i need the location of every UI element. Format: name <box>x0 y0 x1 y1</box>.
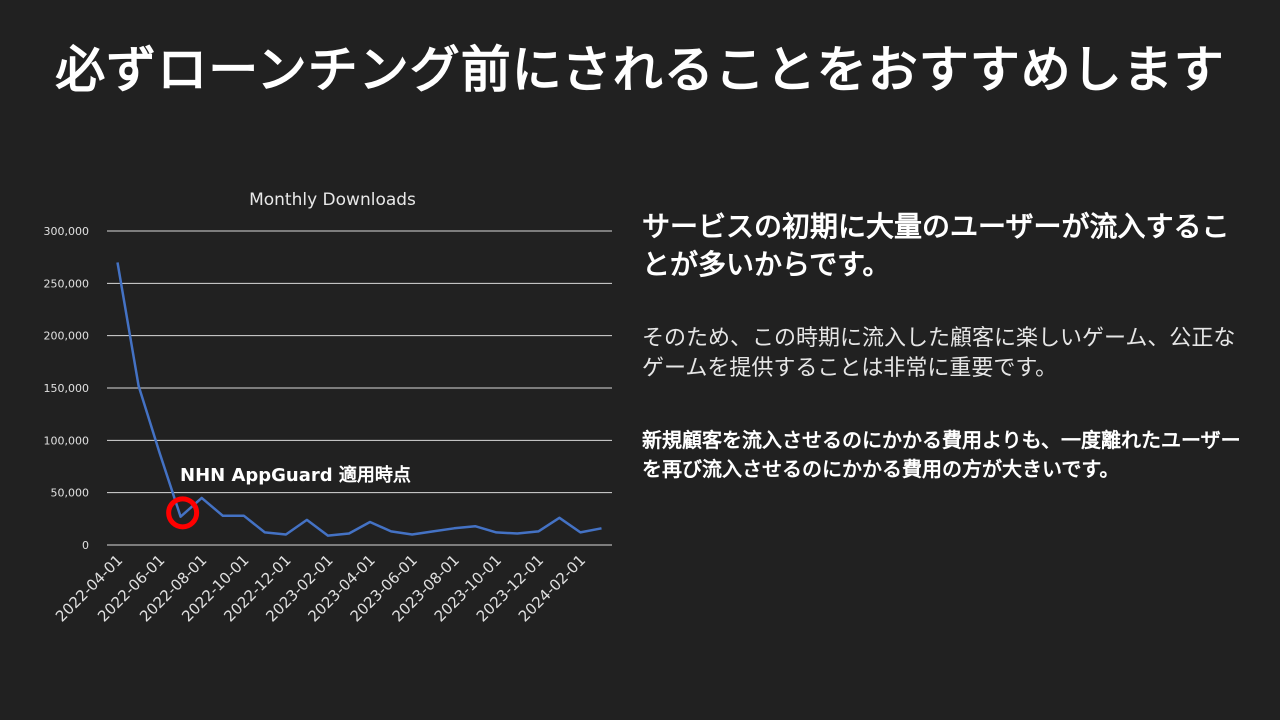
data-point <box>368 520 372 524</box>
data-point <box>305 518 309 522</box>
data-point <box>389 529 393 533</box>
data-point <box>515 531 519 535</box>
annotation-label: NHN AppGuard 適用時点 <box>180 464 411 486</box>
data-point <box>473 524 477 528</box>
body-text: そのため、この時期に流入した顧客に楽しいゲーム、公正なゲームを提供することは非常… <box>642 326 1236 381</box>
y-tick-label: 200,000 <box>44 330 90 343</box>
headline: サービスの初期に大量のユーザーが流入することが多いからです。 <box>642 210 1230 281</box>
data-point <box>431 529 435 533</box>
chart-title: Monthly Downloads <box>249 190 416 210</box>
y-tick-label: 50,000 <box>51 487 90 500</box>
data-point <box>200 496 204 500</box>
data-point <box>116 260 120 264</box>
data-point <box>221 514 225 518</box>
y-tick-label: 300,000 <box>44 225 90 238</box>
data-point <box>263 530 267 534</box>
y-tick-label: 250,000 <box>44 277 90 290</box>
annotation-marker <box>166 496 200 530</box>
y-tick-label: 150,000 <box>44 382 90 395</box>
data-point <box>578 530 582 534</box>
bold-note: 新規顧客を流入させるのにかかる費用よりも、一度離れたユーザーを再び流入させるのに… <box>642 428 1241 481</box>
data-point <box>410 533 414 537</box>
data-point <box>284 533 288 537</box>
y-tick-label: 100,000 <box>44 434 90 447</box>
data-point <box>599 526 603 530</box>
series-line <box>116 262 602 537</box>
text-column: サービスの初期に大量のユーザーが流入することが多いからです。 そのため、この時期… <box>642 208 1252 484</box>
data-point <box>557 516 561 520</box>
downloads-chart: Monthly Downloads 0 50,000 100,000 150,000 20… <box>0 180 640 660</box>
slide-title: 必ずローンチング前にされることをおすすめします <box>55 41 1225 99</box>
data-point <box>452 526 456 530</box>
data-point <box>347 531 351 535</box>
chart-svg: Monthly Downloads 0 50,000 100,000 150,000 20… <box>44 190 612 625</box>
data-point <box>536 529 540 533</box>
data-point <box>494 530 498 534</box>
data-point <box>158 451 162 455</box>
y-tick-label: 0 <box>82 539 89 552</box>
data-point <box>179 515 183 519</box>
data-point <box>242 514 246 518</box>
data-point <box>326 534 330 538</box>
data-point <box>137 384 141 388</box>
